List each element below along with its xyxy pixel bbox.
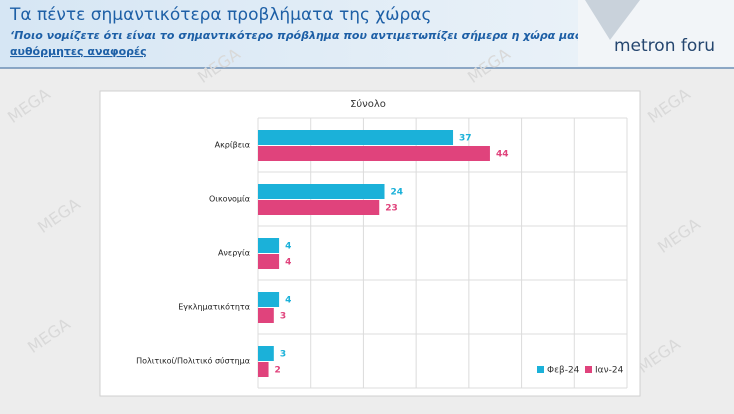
legend-swatch [585,366,592,373]
category-label: Ανεργία [218,249,250,258]
chart-title: Σύνολο [350,98,386,110]
logo-text: metron foru [614,36,715,56]
category-label: Ακρίβεια [215,141,250,150]
category-label: Πολιτικοί/Πολιτικό σύστημα [136,356,250,366]
value-label: 23 [385,204,398,214]
bar [258,184,385,199]
value-label: 4 [285,242,291,252]
header-note: αυθόρμητες αναφορές [10,45,147,58]
value-label: 3 [280,312,286,322]
bar [258,308,274,323]
value-label: 24 [391,188,404,198]
bar [258,254,280,269]
bar [258,362,269,377]
bar [258,130,454,145]
legend-swatch [537,366,544,373]
value-label: 44 [496,150,509,160]
value-label: 4 [285,296,291,306]
bar [258,346,274,361]
legend-label: Φεβ-24 [547,366,580,376]
chart: Ακρίβεια3744Οικονομία2423Ανεργία44Εγκλημ… [136,117,628,389]
header-subtitle: ‘Ποιο νομίζετε ότι είναι το σημαντικότερ… [10,29,590,42]
category-label: Εγκληματικότητα [178,302,250,312]
bar [258,292,280,307]
value-label: 4 [285,258,291,268]
legend-label: Ιαν-24 [595,366,624,376]
bar [258,238,280,253]
bar [258,146,490,161]
header-title: Τα πέντε σημαντικότερα προβλήματα της χώ… [9,5,431,25]
value-label: 37 [459,134,472,144]
bar [258,200,380,215]
value-label: 2 [275,366,281,376]
category-label: Οικονομία [209,195,250,204]
logo-shape [585,0,640,40]
value-label: 3 [280,350,286,360]
